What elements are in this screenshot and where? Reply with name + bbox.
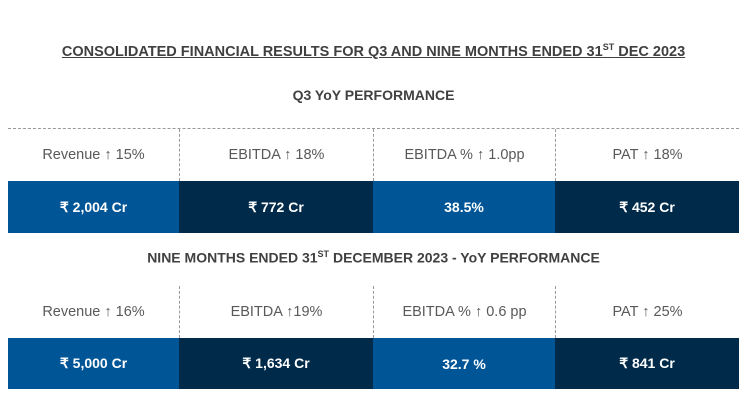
q3-labels: Revenue ↑ 15% EBITDA ↑ 18% EBITDA % ↑ 1.… <box>8 129 739 181</box>
nine-months-heading: NINE MONTHS ENDED 31ST DECEMBER 2023 - Y… <box>0 249 747 266</box>
title-text: CONSOLIDATED FINANCIAL RESULTS FOR Q3 AN… <box>61 43 603 60</box>
nm-ebitda-value: ₹ 1,634 Cr <box>179 338 373 389</box>
nine-months-values: ₹ 5,000 Cr ₹ 1,634 Cr 32.7 % ₹ 841 Cr <box>8 338 739 389</box>
nm-pat-value: ₹ 841 Cr <box>555 338 739 389</box>
nm-pat-label: PAT ↑ 25% <box>555 286 739 338</box>
heading-tail: DECEMBER 2023 - YoY PERFORMANCE <box>329 249 600 266</box>
q3-heading: Q3 YoY PERFORMANCE <box>292 87 455 103</box>
q3-revenue-value: ₹ 2,004 Cr <box>8 181 179 233</box>
divider <box>8 128 739 129</box>
q3-values: ₹ 2,004 Cr ₹ 772 Cr 38.5% ₹ 452 Cr <box>8 181 739 233</box>
title-tail: DEC 2023 <box>614 43 686 60</box>
page-title: CONSOLIDATED FINANCIAL RESULTS FOR Q3 AN… <box>0 42 747 60</box>
nm-ebitda-margin-label: EBITDA % ↑ 0.6 pp <box>373 286 555 338</box>
heading-text: NINE MONTHS ENDED 31 <box>147 249 318 266</box>
nm-ebitda-label: EBITDA ↑19% <box>179 286 373 338</box>
q3-ebitda-value: ₹ 772 Cr <box>179 181 373 233</box>
heading-sup: ST <box>317 249 330 259</box>
q3-pat-label: PAT ↑ 18% <box>555 129 739 181</box>
nm-revenue-value: ₹ 5,000 Cr <box>8 338 179 389</box>
nm-revenue-label: Revenue ↑ 16% <box>42 304 145 320</box>
nine-months-labels: Revenue ↑ 16% EBITDA ↑19% EBITDA % ↑ 0.6… <box>8 286 739 338</box>
q3-revenue-label: Revenue ↑ 15% <box>42 147 145 163</box>
q3-ebitda-label: EBITDA ↑ 18% <box>179 129 373 181</box>
title-sup: ST <box>602 42 615 52</box>
nm-ebitda-margin-value: 32.7 % <box>373 338 555 389</box>
q3-pat-value: ₹ 452 Cr <box>555 181 739 233</box>
q3-ebitda-margin-value: 38.5% <box>373 181 555 233</box>
q3-ebitda-margin-label: EBITDA % ↑ 1.0pp <box>373 129 555 181</box>
